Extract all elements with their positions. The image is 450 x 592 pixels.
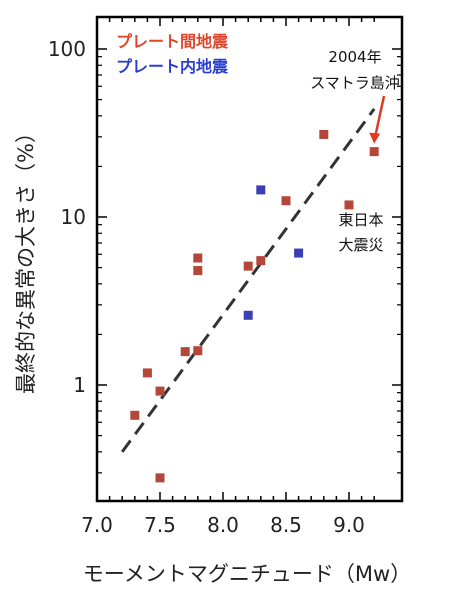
annotation-tohoku: 東日本 大震災	[338, 211, 383, 254]
x-tick-label: 9.0	[333, 513, 365, 537]
interplate-marker	[193, 266, 203, 276]
interplate-marker	[369, 147, 379, 157]
y-tick-label: 1	[73, 373, 86, 397]
data-markers	[130, 129, 379, 483]
x-tick-label: 7.5	[144, 513, 176, 537]
plot-border	[95, 15, 404, 503]
interplate-marker	[319, 129, 329, 139]
x-axis-title: モーメントマグニチュード（Mw）	[83, 562, 411, 586]
x-tick-label: 7.0	[81, 513, 113, 537]
trend-line	[120, 108, 376, 453]
y-tick-label: 100	[48, 37, 86, 61]
intraplate-marker	[294, 248, 304, 258]
legend-entry-interplate: プレート間地震	[116, 32, 229, 51]
interplate-marker	[256, 256, 266, 266]
interplate-marker	[142, 368, 152, 378]
plot-frame	[95, 15, 404, 503]
axis-ticks	[96, 17, 402, 501]
interplate-marker	[155, 473, 165, 483]
annotation-arrowhead	[369, 132, 381, 144]
interplate-marker	[155, 386, 165, 396]
interplate-marker	[130, 410, 140, 420]
interplate-marker	[281, 196, 291, 206]
y-axis-title: 最終的な異常の大きさ（%）	[14, 122, 38, 394]
interplate-marker	[243, 261, 253, 271]
annotation-arrow	[373, 95, 386, 137]
annotation-sumatra-line2: スマトラ島沖	[310, 74, 400, 92]
intraplate-marker	[243, 310, 253, 320]
legend: プレート間地震 プレート内地震	[116, 32, 229, 76]
x-tick-label: 8.5	[270, 513, 302, 537]
y-tick-label: 10	[61, 205, 86, 229]
interplate-marker	[193, 346, 203, 356]
annotation-sumatra-line1: 2004年	[328, 48, 381, 66]
interplate-marker	[180, 347, 190, 357]
intraplate-marker	[256, 185, 266, 195]
annotation-tohoku-line1: 東日本	[338, 211, 383, 229]
tick-labels: 7.0 7.5 8.0 8.5 9.0 1 10 100	[48, 37, 365, 537]
annotation-sumatra: 2004年 スマトラ島沖	[310, 48, 400, 144]
annotation-tohoku-line2: 大震災	[338, 236, 383, 254]
legend-entry-intraplate: プレート内地震	[116, 57, 229, 76]
interplate-marker	[344, 200, 354, 210]
interplate-marker	[193, 253, 203, 263]
x-tick-label: 8.0	[207, 513, 239, 537]
